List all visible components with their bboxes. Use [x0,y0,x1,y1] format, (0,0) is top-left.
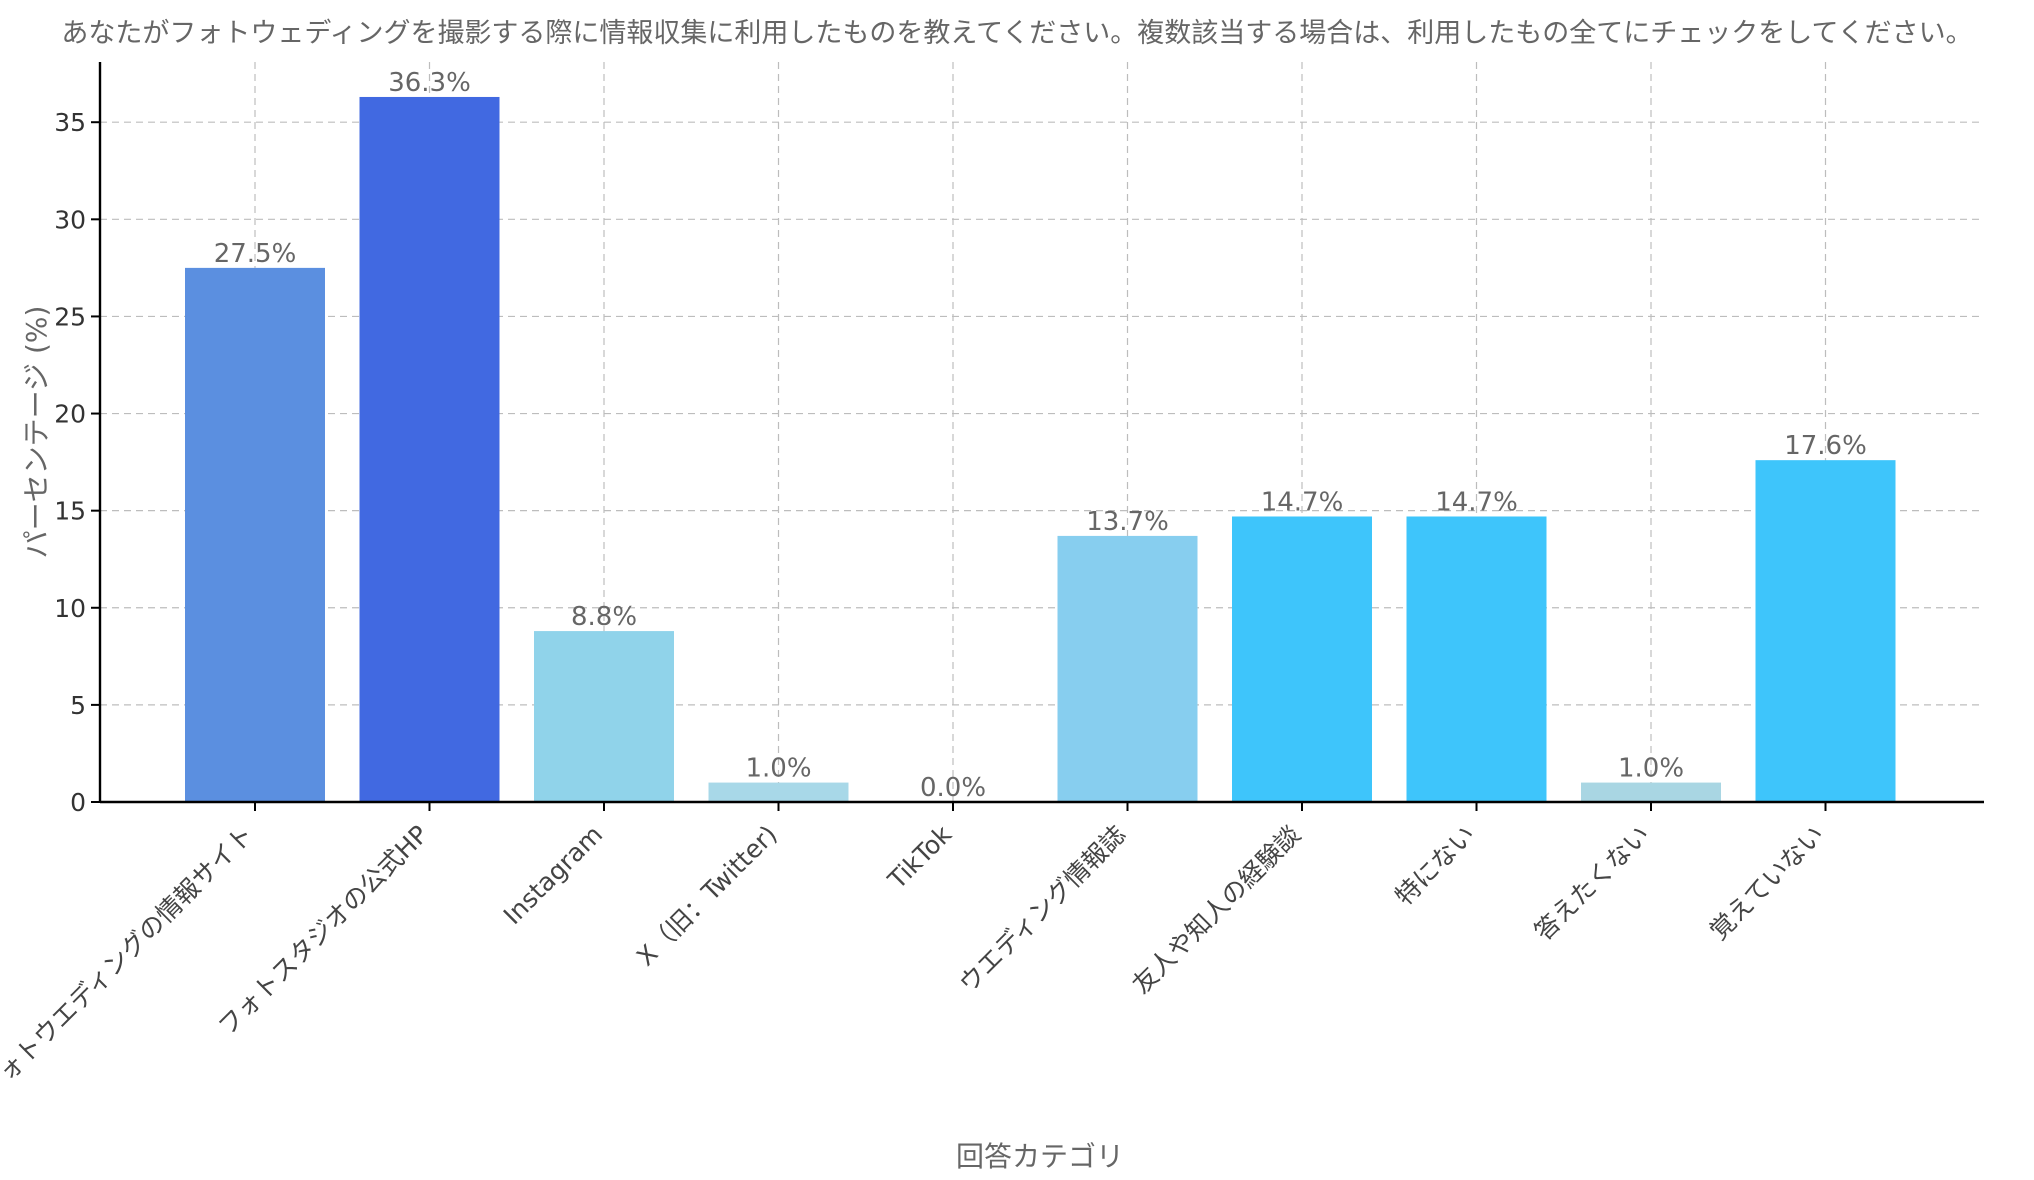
chart-title: あなたがフォトウェディングを撮影する際に情報収集に利用したものを教えてください。… [61,18,1972,49]
bar-value-label: 27.5% [214,239,297,269]
y-tick-label: 5 [70,691,86,720]
bar [708,782,849,802]
bar-value-label: 17.6% [1784,431,1867,461]
bars [185,96,1896,802]
y-tick-label: 30 [54,205,86,234]
y-ticks: 0 5 10 15 20 25 30 35 [54,108,100,817]
x-category-label: Instagram [498,820,608,930]
y-axis-label: パーセンテージ (%) [20,306,53,559]
x-category-label: X（旧：Twitter) [631,820,783,972]
x-category-label: 友人や知人の経験談 [1127,820,1307,1000]
bar-value-label: 13.7% [1086,507,1169,537]
bar-value-label: 36.3% [388,68,471,98]
x-category-label: TikTok [882,819,958,895]
bar [1581,782,1721,802]
x-axis-label: 回答カテゴリ [956,1140,1124,1173]
x-category-label: フォトウエディングの情報サイト [0,820,259,1104]
x-category-label: 答えたくない [1529,820,1656,947]
bar [1232,516,1372,802]
x-category-label: ウエディング情報誌 [953,820,1131,998]
y-tick-label: 10 [54,594,86,623]
y-tick-label: 35 [54,108,86,137]
bar [1406,516,1547,802]
bar [185,267,325,802]
bar [1057,535,1198,802]
y-tick-label: 20 [54,400,86,429]
bar-value-label: 8.8% [571,602,637,632]
bar [534,631,674,802]
bar [1755,460,1896,802]
bar-value-label: 14.7% [1261,487,1344,517]
value-labels: 27.5% 36.3% 8.8% 1.0% 0.0% 13.7% 14.7% 14.7% 1.0… [214,68,1867,803]
y-tick-label: 0 [70,788,86,817]
x-category-label: 特にない [1390,820,1481,911]
bar [359,96,500,802]
y-tick-label: 15 [54,497,86,526]
bar-value-label: 14.7% [1435,487,1518,517]
y-tick-label: 25 [54,302,86,331]
bar-value-label: 1.0% [745,754,811,784]
bar-value-label: 0.0% [920,773,986,803]
bar-value-label: 1.0% [1618,754,1684,784]
x-category-label: 覚えていない [1704,820,1830,946]
